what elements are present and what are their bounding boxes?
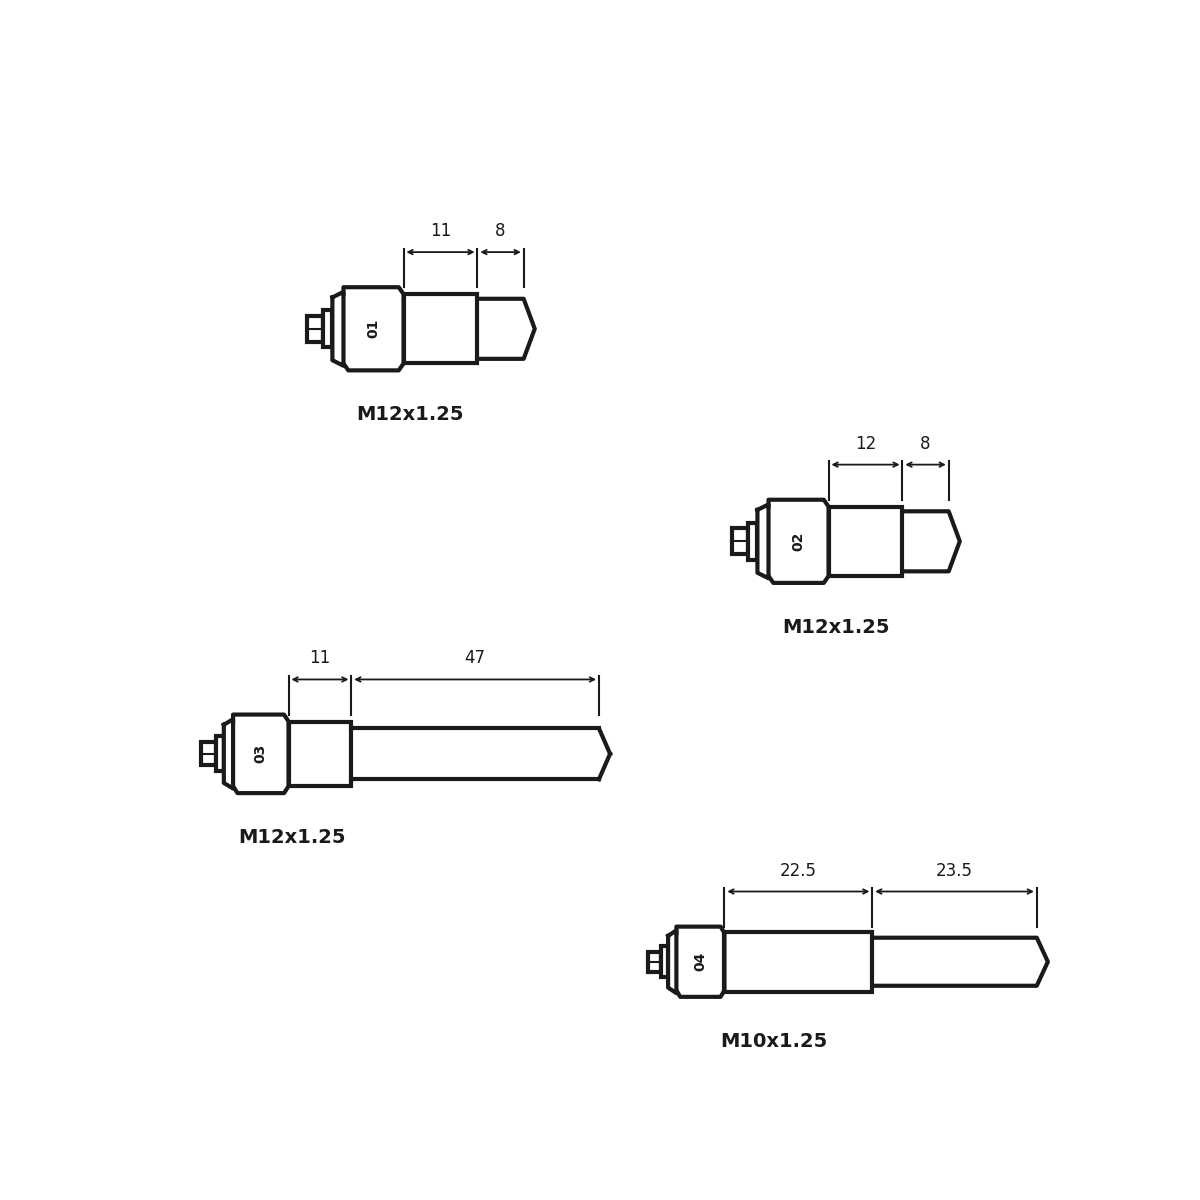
- Text: 11: 11: [310, 649, 330, 667]
- Polygon shape: [677, 926, 725, 997]
- Bar: [306, 316, 323, 342]
- Polygon shape: [768, 499, 828, 583]
- Text: 01: 01: [366, 319, 380, 338]
- Polygon shape: [668, 930, 677, 994]
- Text: M10x1.25: M10x1.25: [721, 1032, 828, 1051]
- Bar: [725, 931, 872, 991]
- Text: M12x1.25: M12x1.25: [781, 618, 889, 637]
- Polygon shape: [332, 292, 343, 366]
- Bar: [288, 721, 352, 786]
- Bar: [648, 952, 661, 972]
- Text: M12x1.25: M12x1.25: [356, 406, 464, 425]
- Bar: [732, 528, 748, 554]
- Text: 11: 11: [430, 222, 451, 240]
- Polygon shape: [757, 504, 768, 578]
- Bar: [216, 737, 224, 772]
- Text: 47: 47: [464, 649, 486, 667]
- Polygon shape: [343, 287, 403, 371]
- Text: 12: 12: [854, 434, 876, 452]
- Bar: [828, 506, 902, 576]
- Text: 23.5: 23.5: [936, 862, 973, 880]
- Text: 8: 8: [920, 434, 931, 452]
- Text: 8: 8: [496, 222, 506, 240]
- Bar: [748, 523, 757, 559]
- Polygon shape: [478, 299, 535, 359]
- Bar: [403, 294, 478, 364]
- Bar: [661, 946, 668, 978]
- Polygon shape: [224, 719, 233, 788]
- Polygon shape: [233, 714, 288, 793]
- Polygon shape: [872, 937, 1048, 985]
- Polygon shape: [902, 511, 960, 571]
- Text: 03: 03: [253, 744, 268, 763]
- Polygon shape: [352, 728, 610, 779]
- Text: 22.5: 22.5: [780, 862, 817, 880]
- Text: M12x1.25: M12x1.25: [239, 828, 346, 847]
- Text: 02: 02: [792, 532, 805, 551]
- Text: 04: 04: [694, 952, 708, 972]
- Bar: [323, 311, 332, 347]
- Bar: [200, 743, 216, 766]
